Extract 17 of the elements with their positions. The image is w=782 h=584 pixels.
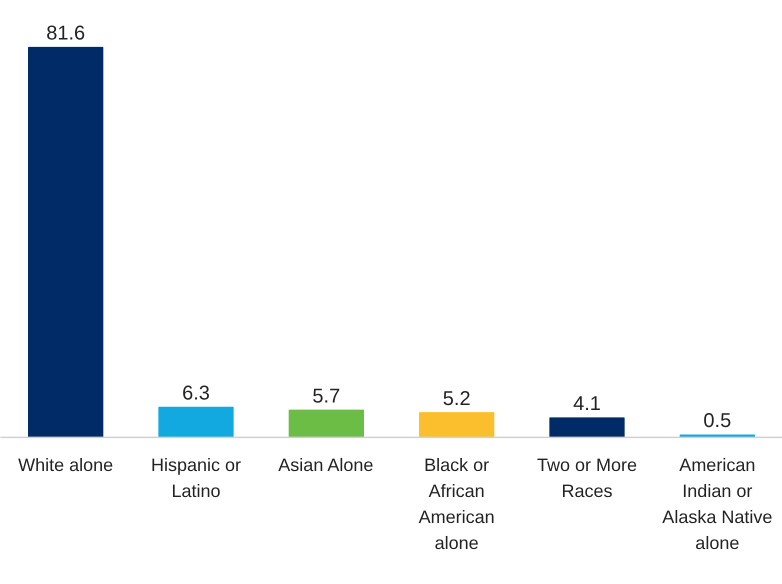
x-tick-label: Black or African American alone (418, 454, 495, 553)
data-label: 6.3 (182, 382, 210, 405)
bar (288, 410, 364, 438)
data-label: 5.7 (312, 385, 340, 408)
data-label: 4.1 (573, 393, 601, 416)
bar (28, 46, 104, 438)
x-tick-label: White alone (18, 454, 114, 475)
x-tick-label: Asian Alone (278, 454, 374, 475)
x-tick-label: Hispanic or Latino (150, 454, 242, 501)
data-label: 81.6 (46, 22, 86, 45)
x-tick-label: Two or More Races (536, 454, 638, 501)
data-label: 5.2 (442, 388, 471, 410)
bar (549, 417, 625, 438)
bar (419, 412, 494, 438)
x-tick-label: American Indian or Alaska Native alone (662, 454, 772, 553)
bar (158, 406, 234, 438)
data-label: 0.5 (703, 410, 732, 432)
